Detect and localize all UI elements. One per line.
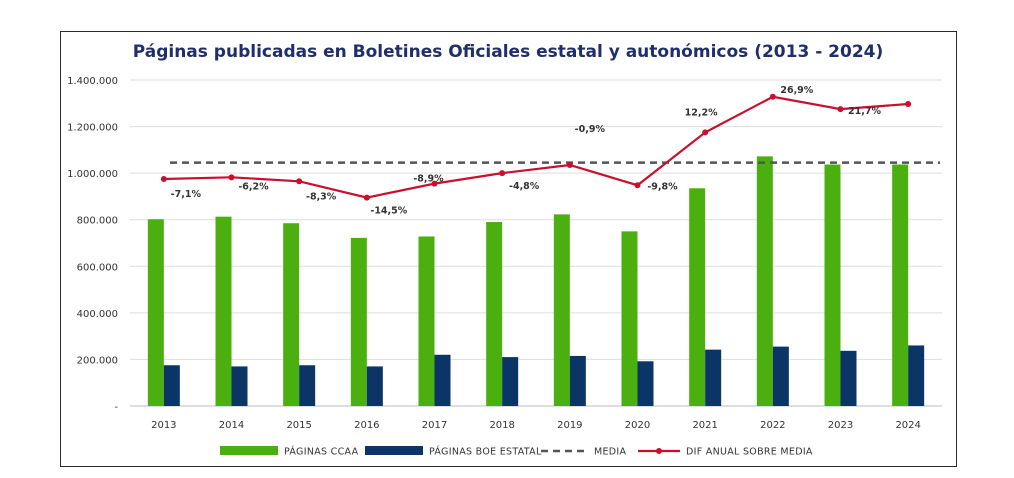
data-label: 26,9% — [780, 85, 813, 96]
bar-ccaa — [756, 156, 773, 406]
dif-marker — [702, 129, 709, 136]
legend-label-boe: PÁGINAS BOE ESTATAL — [429, 446, 542, 458]
x-tick-label: 2020 — [625, 420, 650, 431]
x-tick-label: 2014 — [219, 420, 244, 431]
dif-marker — [837, 106, 844, 113]
y-tick-label: 600.000 — [77, 262, 118, 273]
bar-boe — [502, 357, 519, 406]
x-tick-label: 2022 — [760, 420, 785, 431]
bar-boe — [231, 366, 248, 406]
bar-ccaa — [283, 223, 300, 406]
x-tick-label: 2015 — [286, 420, 311, 431]
data-label: 12,2% — [685, 107, 718, 118]
bar-boe — [299, 365, 316, 406]
data-label: -8,3% — [306, 191, 337, 202]
data-label: 21,7% — [848, 106, 881, 117]
bar-ccaa — [418, 236, 435, 406]
data-label: -0,9% — [575, 124, 606, 135]
dif-marker — [363, 194, 370, 201]
bar-boe — [772, 346, 789, 406]
dif-marker — [769, 93, 776, 100]
dif-marker — [431, 180, 438, 187]
legend-swatch-boe — [365, 446, 423, 455]
y-tick-label: 1.200.000 — [67, 123, 118, 134]
chart-title: Páginas publicadas en Boletines Oficiale… — [133, 42, 884, 62]
x-tick-label: 2017 — [422, 420, 447, 431]
x-tick-label: 2021 — [692, 420, 717, 431]
data-label: -7,1% — [171, 189, 202, 200]
legend-label-ccaa: PÁGINAS CCAA — [284, 446, 359, 458]
bar-boe — [705, 349, 722, 406]
bar-boe — [163, 365, 180, 406]
bar-ccaa — [824, 164, 841, 406]
x-tick-label: 2016 — [354, 420, 379, 431]
bar-boe — [840, 350, 857, 406]
bar-ccaa — [689, 188, 706, 406]
data-label: -9,8% — [647, 181, 678, 192]
bar-ccaa — [147, 219, 164, 406]
x-tick-label: 2018 — [489, 420, 514, 431]
bar-ccaa — [892, 164, 909, 406]
bar-boe — [569, 355, 586, 406]
bar-boe — [908, 345, 925, 406]
dif-marker — [634, 182, 641, 189]
bar-ccaa — [215, 216, 232, 406]
bar-boe — [366, 366, 383, 406]
bar-boe — [434, 354, 451, 406]
dif-line — [163, 95, 909, 199]
dif-marker — [228, 174, 235, 181]
legend-label-media: MEDIA — [594, 447, 627, 458]
dif-marker — [160, 175, 167, 182]
y-tick-label: - — [114, 402, 118, 413]
data-label: -4,8% — [509, 181, 540, 192]
dif-marker — [499, 170, 506, 177]
dif-marker — [905, 100, 912, 107]
dif-marker — [566, 161, 573, 168]
x-tick-label: 2019 — [557, 420, 582, 431]
dif-marker — [296, 178, 303, 185]
x-tick-label: 2024 — [895, 420, 920, 431]
bar-ccaa — [486, 222, 503, 406]
bar-ccaa — [350, 237, 367, 406]
y-tick-label: 1.400.000 — [67, 76, 118, 87]
y-tick-label: 800.000 — [77, 216, 118, 227]
legend-label-dif: DIF ANUAL SOBRE MEDIA — [686, 447, 813, 458]
data-label: -6,2% — [238, 181, 269, 192]
bar-ccaa — [621, 231, 638, 406]
x-tick-label: 2013 — [151, 420, 176, 431]
y-tick-label: 1.000.000 — [67, 169, 118, 180]
legend-swatch-ccaa — [220, 446, 278, 455]
data-label: -14,5% — [370, 206, 407, 217]
y-tick-label: 400.000 — [77, 309, 118, 320]
bar-boe — [637, 361, 654, 406]
y-tick-label: 200.000 — [77, 355, 118, 366]
legend-marker-dif — [656, 448, 662, 454]
bar-ccaa — [553, 214, 570, 406]
x-tick-label: 2023 — [828, 420, 853, 431]
data-label: -8,9% — [413, 174, 444, 185]
